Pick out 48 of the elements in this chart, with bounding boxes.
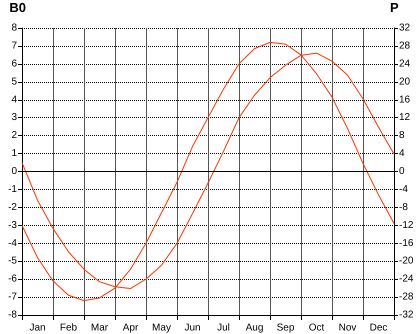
y2-axis-title: P <box>390 0 399 15</box>
y-tick-label: 5 <box>11 76 18 88</box>
y2-tick-label: -16 <box>399 238 414 249</box>
x-tick-label: Dec <box>370 322 388 334</box>
x-tick-label: Mar <box>90 322 109 334</box>
y2-tick-label: -12 <box>399 220 414 231</box>
x-tick-label: Oct <box>308 322 324 334</box>
y2-tick-label: 32 <box>399 22 411 34</box>
x-tick-label: Sep <box>276 322 295 334</box>
y2-tick-label: 8 <box>399 130 405 142</box>
y-tick-label: 8 <box>11 22 18 34</box>
x-tick-label: Jul <box>217 322 230 334</box>
y-tick-label: -7 <box>8 292 18 303</box>
y2-tick-label: 24 <box>399 58 411 70</box>
y2-tick-label: 20 <box>399 76 411 88</box>
x-tick-label: Nov <box>338 322 356 334</box>
x-tick-label: Apr <box>122 322 139 334</box>
y2-tick-label: -24 <box>399 274 414 285</box>
y-tick-label: -1 <box>8 184 18 195</box>
y-tick-label: 7 <box>11 40 18 52</box>
y-tick-label: -4 <box>8 238 18 249</box>
y2-tick-label: 12 <box>399 112 411 124</box>
y2-tick-label: 16 <box>399 94 411 106</box>
y-tick-label: 2 <box>11 130 18 142</box>
x-tick-label: Jan <box>29 322 46 334</box>
y2-tick-label: -28 <box>399 292 414 303</box>
y2-tick-label: -4 <box>399 184 408 195</box>
y-tick-label: 0 <box>11 166 18 177</box>
y-tick-label: -8 <box>8 310 18 320</box>
y-tick-label: -6 <box>8 274 18 285</box>
y2-tick-label: 0 <box>399 166 405 177</box>
x-tick-label: Jun <box>184 322 201 334</box>
y2-tick-label: -32 <box>399 310 414 320</box>
x-tick-label: Feb <box>60 322 78 334</box>
y-tick-label: 6 <box>11 58 18 70</box>
y-tick-label: 3 <box>11 112 18 124</box>
y-tick-label: -2 <box>8 202 18 213</box>
x-tick-label: Aug <box>246 322 264 334</box>
y-tick-label: -5 <box>8 256 18 267</box>
y2-tick-label: 28 <box>399 40 411 52</box>
y2-tick-label: -20 <box>399 256 414 267</box>
x-tick-label: May <box>152 322 171 334</box>
y-tick-label: -3 <box>8 220 18 231</box>
y2-tick-label: -8 <box>399 202 408 213</box>
y-tick-label: 1 <box>11 148 18 160</box>
y-tick-label: 4 <box>11 94 18 106</box>
y2-tick-label: 4 <box>399 148 405 160</box>
y-axis-title: B0 <box>9 0 26 15</box>
